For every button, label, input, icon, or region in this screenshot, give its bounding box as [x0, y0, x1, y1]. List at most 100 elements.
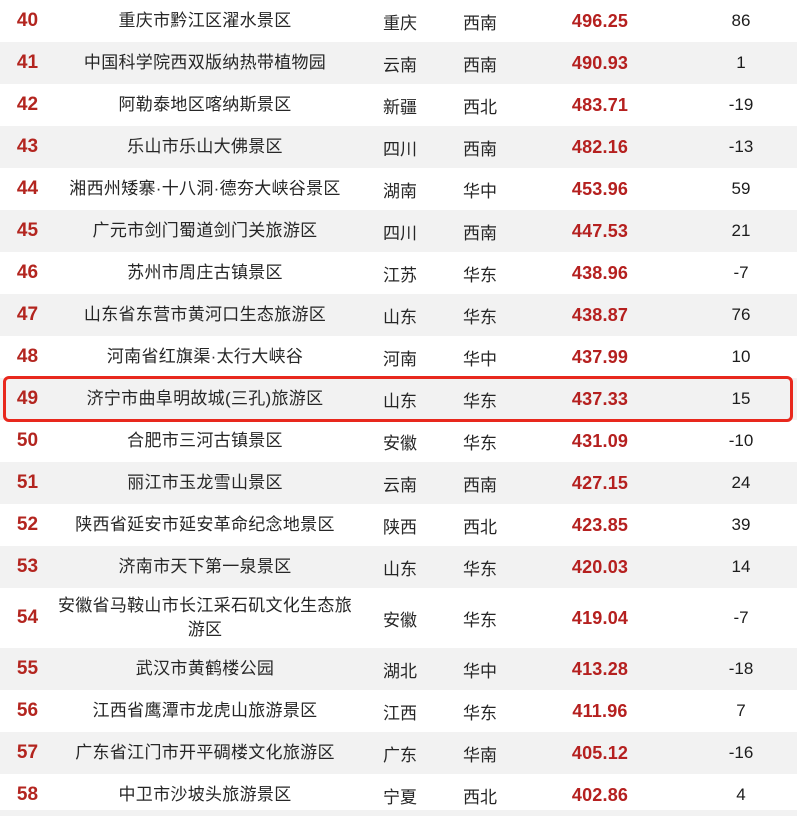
score-cell: 490.93	[571, 52, 629, 73]
province-cell: 广东	[383, 745, 417, 765]
rank-cell: 41	[16, 52, 39, 73]
score-cell: 431.09	[571, 430, 629, 451]
table-row[interactable]: 58 中卫市沙坡头旅游景区 宁夏 西北 402.86 4	[0, 774, 797, 816]
region-cell: 西南	[463, 223, 497, 243]
rank-change-cell: 7	[736, 701, 746, 720]
rank-change-cell: -16	[728, 743, 754, 762]
province-cell: 山东	[383, 307, 417, 327]
province-cell: 四川	[383, 223, 417, 243]
rank-cell: 53	[16, 556, 39, 577]
table-row[interactable]: 55 武汉市黄鹤楼公园 湖北 华中 413.28 -18	[0, 648, 797, 690]
score-cell: 437.99	[571, 346, 629, 367]
rank-cell: 57	[16, 742, 39, 763]
region-cell: 华南	[463, 745, 497, 765]
rank-cell: 48	[16, 346, 39, 367]
scenic-area-name: 广元市剑门蜀道剑门关旅游区	[92, 221, 318, 240]
rank-change-cell: 1	[736, 53, 746, 72]
table-row[interactable]: 41 中国科学院西双版纳热带植物园 云南 西南 490.93 1	[0, 42, 797, 84]
rank-cell: 55	[16, 658, 39, 679]
rank-change-cell: 15	[731, 389, 751, 408]
rank-cell: 51	[16, 472, 39, 493]
rank-cell: 42	[16, 94, 39, 115]
table-row[interactable]: 44 湘西州矮寨·十八洞·德夯大峡谷景区 湖南 华中 453.96 59	[0, 168, 797, 210]
region-cell: 华东	[463, 307, 497, 327]
rank-cell: 58	[16, 784, 39, 805]
table-row[interactable]: 48 河南省红旗渠·太行大峡谷 河南 华中 437.99 10	[0, 336, 797, 378]
region-cell: 西北	[463, 517, 497, 537]
scenic-area-name: 中卫市沙坡头旅游景区	[118, 785, 292, 804]
region-cell: 华东	[463, 433, 497, 453]
table-row[interactable]: 51 丽江市玉龙雪山景区 云南 西南 427.15 24	[0, 462, 797, 504]
province-cell: 安徽	[383, 433, 417, 453]
table-row[interactable]: 50 合肥市三河古镇景区 安徽 华东 431.09 -10	[0, 420, 797, 462]
rank-cell: 47	[16, 304, 39, 325]
rank-cell: 50	[16, 430, 39, 451]
rank-change-cell: -7	[733, 608, 749, 627]
region-cell: 西北	[463, 97, 497, 117]
table-row[interactable]: 46 苏州市周庄古镇景区 江苏 华东 438.96 -7	[0, 252, 797, 294]
rank-change-cell: -19	[728, 95, 754, 114]
scenic-area-name: 湘西州矮寨·十八洞·德夯大峡谷景区	[69, 179, 341, 198]
region-cell: 西南	[463, 55, 497, 75]
score-cell: 402.86	[571, 784, 629, 805]
province-cell: 江西	[383, 703, 417, 723]
province-cell: 陕西	[383, 517, 417, 537]
score-cell: 483.71	[571, 94, 629, 115]
rank-change-cell: -13	[728, 137, 754, 156]
table-row[interactable]: 53 济南市天下第一泉景区 山东 华东 420.03 14	[0, 546, 797, 588]
score-cell: 438.96	[571, 262, 629, 283]
region-cell: 西南	[463, 475, 497, 495]
table-row[interactable]: 45 广元市剑门蜀道剑门关旅游区 四川 西南 447.53 21	[0, 210, 797, 252]
province-cell: 湖北	[383, 661, 417, 681]
province-cell: 宁夏	[383, 787, 417, 807]
region-cell: 华中	[463, 181, 497, 201]
province-cell: 湖南	[383, 181, 417, 201]
rank-cell: 44	[16, 178, 39, 199]
scenic-area-name: 合肥市三河古镇景区	[127, 431, 283, 450]
rank-change-cell: 14	[731, 557, 751, 576]
scenic-area-name: 武汉市黄鹤楼公园	[135, 659, 275, 678]
table-row[interactable]: 42 阿勒泰地区喀纳斯景区 新疆 西北 483.71 -19	[0, 84, 797, 126]
score-cell: 423.85	[571, 514, 629, 535]
rank-cell: 56	[16, 700, 39, 721]
table-row[interactable]: 40 重庆市黔江区濯水景区 重庆 西南 496.25 86	[0, 0, 797, 42]
scenic-area-name: 乐山市乐山大佛景区	[127, 137, 283, 156]
province-cell: 四川	[383, 139, 417, 159]
province-cell: 云南	[383, 55, 417, 75]
scenic-area-name: 山东省东营市黄河口生态旅游区	[83, 305, 327, 324]
province-cell: 云南	[383, 475, 417, 495]
rank-cell: 49	[16, 388, 39, 409]
scenic-area-name: 中国科学院西双版纳热带植物园	[83, 53, 327, 72]
region-cell: 华东	[463, 559, 497, 579]
score-cell: 419.04	[571, 607, 629, 628]
table-row[interactable]: 49 济宁市曲阜明故城(三孔)旅游区 山东 华东 437.33 15	[0, 376, 797, 422]
scenic-area-name: 陕西省延安市延安革命纪念地景区	[75, 515, 335, 534]
region-cell: 华中	[463, 349, 497, 369]
region-cell: 西南	[463, 13, 497, 33]
table-row[interactable]: 52 陕西省延安市延安革命纪念地景区 陕西 西北 423.85 39	[0, 504, 797, 546]
table-row[interactable]: 47 山东省东营市黄河口生态旅游区 山东 华东 438.87 76	[0, 294, 797, 336]
table-row[interactable]: 57 广东省江门市开平碉楼文化旅游区 广东 华南 405.12 -16	[0, 732, 797, 774]
rank-change-cell: 59	[731, 179, 751, 198]
rank-cell: 40	[16, 10, 39, 31]
region-cell: 华东	[463, 265, 497, 285]
scenic-area-name: 苏州市周庄古镇景区	[127, 263, 283, 282]
rank-change-cell: -10	[728, 431, 754, 450]
rank-change-cell: -18	[728, 659, 754, 678]
next-row-partial-strip	[0, 810, 797, 816]
score-cell: 453.96	[571, 178, 629, 199]
table-row[interactable]: 56 江西省鹰潭市龙虎山旅游景区 江西 华东 411.96 7	[0, 690, 797, 732]
region-cell: 华中	[463, 661, 497, 681]
table-row[interactable]: 43 乐山市乐山大佛景区 四川 西南 482.16 -13	[0, 126, 797, 168]
region-cell: 西北	[463, 787, 497, 807]
province-cell: 安徽	[383, 610, 417, 630]
scenic-area-name: 江西省鹰潭市龙虎山旅游景区	[92, 701, 318, 720]
score-cell: 411.96	[572, 700, 628, 721]
score-cell: 482.16	[571, 136, 629, 157]
province-cell: 重庆	[383, 13, 417, 33]
rank-cell: 46	[16, 262, 39, 283]
table-row[interactable]: 54 安徽省马鞍山市长江采石矶文化生态旅游区 安徽 华东 419.04 -7	[0, 588, 797, 648]
rank-change-cell: -7	[733, 263, 749, 282]
scenic-area-name: 丽江市玉龙雪山景区	[127, 473, 283, 492]
